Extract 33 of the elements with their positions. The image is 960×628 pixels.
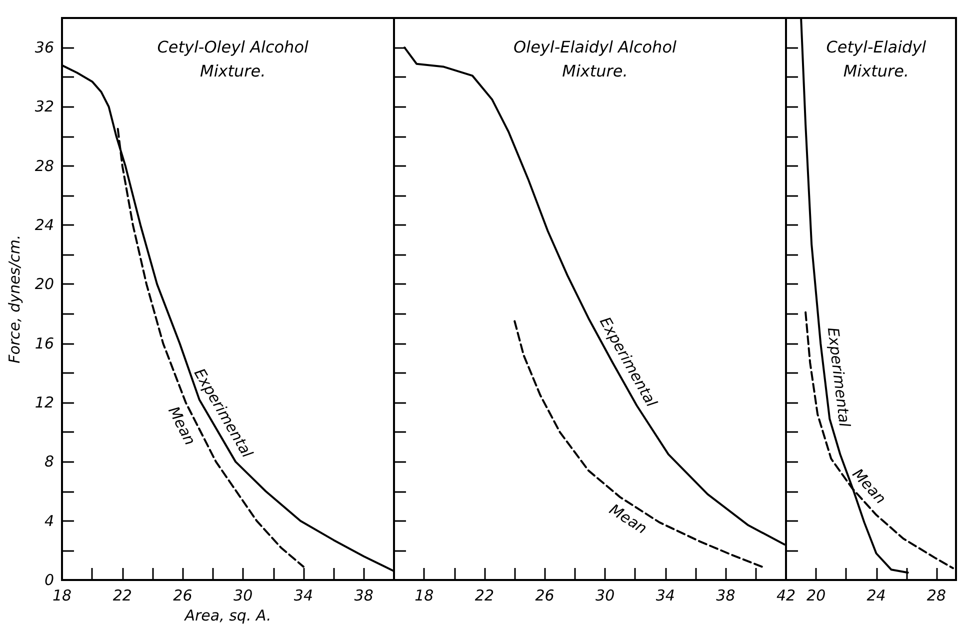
text: Cetyl-Oleyl Alcohol Mixture. <box>157 38 309 80</box>
x-tick-label: 34 <box>294 586 313 604</box>
x-tick-label: 38 <box>716 586 735 604</box>
x-tick-label: 18 <box>414 586 434 604</box>
x-tick-label: 26 <box>534 586 554 604</box>
y-tick-label: 32 <box>34 98 54 116</box>
x-tick-label: 26 <box>173 586 192 604</box>
y-tick-label: 36 <box>34 38 54 57</box>
x-tick-label: 22 <box>112 586 132 604</box>
y-tick-label: 12 <box>34 394 54 412</box>
x-tick-label: 30 <box>234 586 253 604</box>
y-tick-label: 20 <box>34 275 54 294</box>
x-tick-label: 34 <box>655 586 675 604</box>
x-tick-label: 22 <box>474 586 494 604</box>
text: Mean <box>164 403 200 448</box>
y-tick-label: 28 <box>34 156 54 175</box>
x-tick-label: 20 <box>806 586 826 604</box>
y-axis-title: Force, dynes/cm. <box>6 234 24 364</box>
x-tick-label: 24 <box>866 586 886 604</box>
y-tick-label: 16 <box>34 334 54 352</box>
y-tick-label: 4 <box>44 512 54 530</box>
x-axis-title: Area, sq. A. <box>184 606 272 624</box>
x-tick-label: 28 <box>926 586 946 604</box>
x-tick-label: 42 <box>776 586 796 604</box>
text: Experimental <box>823 326 854 429</box>
x-tick-label: 18 <box>52 586 72 604</box>
x-tick-label: 38 <box>354 586 374 604</box>
text: Cetyl-Elaidyl Mixture. <box>826 38 926 80</box>
y-tick-label: 0 <box>44 571 54 589</box>
y-tick-label: 8 <box>44 452 54 471</box>
y-tick-label: 24 <box>34 216 54 234</box>
text: Oleyl-Elaidyl Alcohol Mixture. <box>513 38 677 80</box>
x-tick-label: 30 <box>595 586 614 604</box>
